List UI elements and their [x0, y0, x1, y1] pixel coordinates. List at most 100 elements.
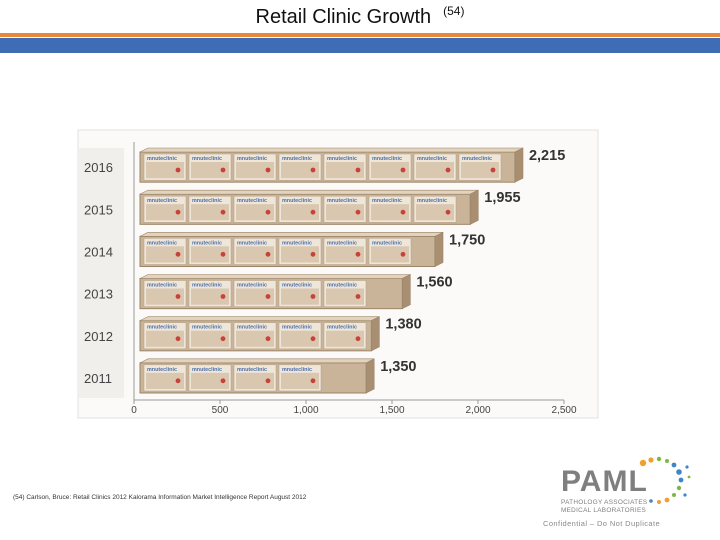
product-box: mnuteclinic [188, 238, 232, 265]
product-box-brand: mnuteclinic [147, 240, 177, 246]
title-reference: (54) [443, 4, 465, 18]
product-box-brand: mnuteclinic [282, 240, 312, 246]
logo-dot [649, 499, 653, 503]
product-box: mnuteclinic [188, 280, 232, 307]
product-box-brand: mnuteclinic [282, 198, 312, 204]
logo-wordmark: PAML [561, 465, 648, 498]
x-tick-label: 2,000 [465, 405, 490, 416]
product-box-logo-dot [310, 251, 316, 257]
product-box-logo-dot [310, 167, 316, 173]
product-box-logo-dot [220, 209, 226, 215]
product-box-logo-dot [175, 294, 181, 299]
product-box: mnuteclinic [278, 364, 322, 392]
product-box: mnuteclinic [458, 153, 502, 181]
product-box: mnuteclinic [323, 153, 367, 181]
logo-line-2: MEDICAL LABORATORIES [561, 507, 647, 514]
product-box-brand: mnuteclinic [282, 156, 312, 162]
data-label: 1,750 [449, 232, 485, 248]
x-tick-label: 1,500 [379, 405, 404, 416]
product-box-panel [281, 372, 319, 389]
footnote: (54) Carlson, Bruce: Retail Clinics 2012… [13, 494, 307, 501]
product-box: mnuteclinic [323, 195, 367, 223]
product-box: mnuteclinic [143, 322, 187, 350]
product-box: mnuteclinic [278, 195, 322, 223]
product-box-panel [191, 204, 229, 221]
product-box-panel [326, 246, 364, 263]
product-box-brand: mnuteclinic [237, 156, 267, 162]
product-box: mnuteclinic [323, 238, 367, 265]
product-box-brand: mnuteclinic [327, 325, 357, 331]
product-box-logo-dot [355, 336, 361, 342]
logo-dot [656, 456, 662, 462]
data-label: 1,560 [416, 275, 452, 291]
product-box-brand: mnuteclinic [192, 156, 222, 162]
product-box: mnuteclinic [233, 322, 277, 350]
product-box-logo-dot [355, 294, 361, 299]
logo-line-1: PATHOLOGY ASSOCIATES [561, 499, 648, 506]
product-box: mnuteclinic [143, 153, 187, 181]
product-box-logo-dot [400, 251, 406, 257]
product-box-panel [281, 204, 319, 221]
category-label: 2016 [84, 160, 113, 175]
chart-bars: mnuteclinic mnuteclinic mnuteclinic mnutecl… [139, 147, 524, 394]
product-box-panel [281, 246, 319, 263]
bar-group: mnuteclinic mnuteclinic mnuteclinic mnutecl… [139, 189, 479, 225]
x-tick-label: 500 [212, 405, 229, 416]
product-box-panel [191, 330, 229, 347]
product-box-logo-dot [175, 378, 181, 384]
product-box: mnuteclinic [233, 153, 277, 181]
product-box: mnuteclinic [323, 280, 367, 307]
product-box-brand: mnuteclinic [237, 198, 267, 204]
product-box-brand: mnuteclinic [417, 198, 447, 204]
product-box-logo-dot [310, 336, 316, 342]
bar-side-face [402, 274, 411, 310]
category-label: 2014 [84, 244, 113, 259]
product-box-logo-dot [220, 336, 226, 342]
bar-group: mnuteclinic mnuteclinic mnuteclinic mnutecl… [139, 274, 411, 310]
product-box-brand: mnuteclinic [237, 325, 267, 331]
product-box-logo-dot [265, 378, 271, 384]
product-box-panel [236, 330, 274, 347]
bar-top-face [139, 358, 375, 364]
product-box-brand: mnuteclinic [192, 240, 222, 246]
product-box: mnuteclinic [143, 364, 187, 392]
product-box-logo-dot [445, 167, 451, 173]
logo-dot [665, 459, 669, 463]
product-box-panel [191, 162, 229, 179]
product-box-brand: mnuteclinic [147, 325, 177, 331]
bar-side-face [434, 231, 444, 267]
logo-dot [676, 485, 682, 491]
x-tick-label: 2,500 [551, 405, 576, 416]
data-label: 2,215 [529, 148, 565, 164]
category-column [78, 148, 124, 398]
product-box: mnuteclinic [323, 322, 367, 350]
product-box-logo-dot [310, 209, 316, 215]
product-box-logo-dot [355, 167, 361, 173]
logo-dot [678, 477, 684, 483]
bar-group: mnuteclinic mnuteclinic mnuteclinic mnutecl… [139, 231, 444, 267]
product-box: mnuteclinic [278, 238, 322, 265]
product-box-logo-dot [265, 294, 271, 299]
bar-side-face [365, 358, 375, 394]
x-tick-label: 0 [131, 405, 137, 416]
product-box-logo-dot [445, 209, 451, 215]
product-box-panel [281, 330, 319, 347]
bar-top-face [139, 147, 524, 153]
data-label: 1,380 [385, 317, 421, 333]
product-box-panel [236, 372, 274, 389]
product-box-logo-dot [220, 294, 226, 299]
bar-side-face [371, 316, 380, 352]
product-box-brand: mnuteclinic [417, 156, 447, 162]
product-box-logo-dot [220, 251, 226, 257]
logo-dot [671, 462, 677, 468]
product-box-brand: mnuteclinic [282, 283, 312, 289]
product-box-brand: mnuteclinic [147, 367, 177, 373]
bar-top-face [139, 189, 479, 195]
product-box-brand: mnuteclinic [192, 198, 222, 204]
product-box-panel [371, 246, 409, 263]
product-box-panel [236, 288, 274, 305]
product-box-brand: mnuteclinic [237, 367, 267, 373]
logo-dot [687, 475, 691, 479]
bar-top-face [139, 316, 380, 321]
